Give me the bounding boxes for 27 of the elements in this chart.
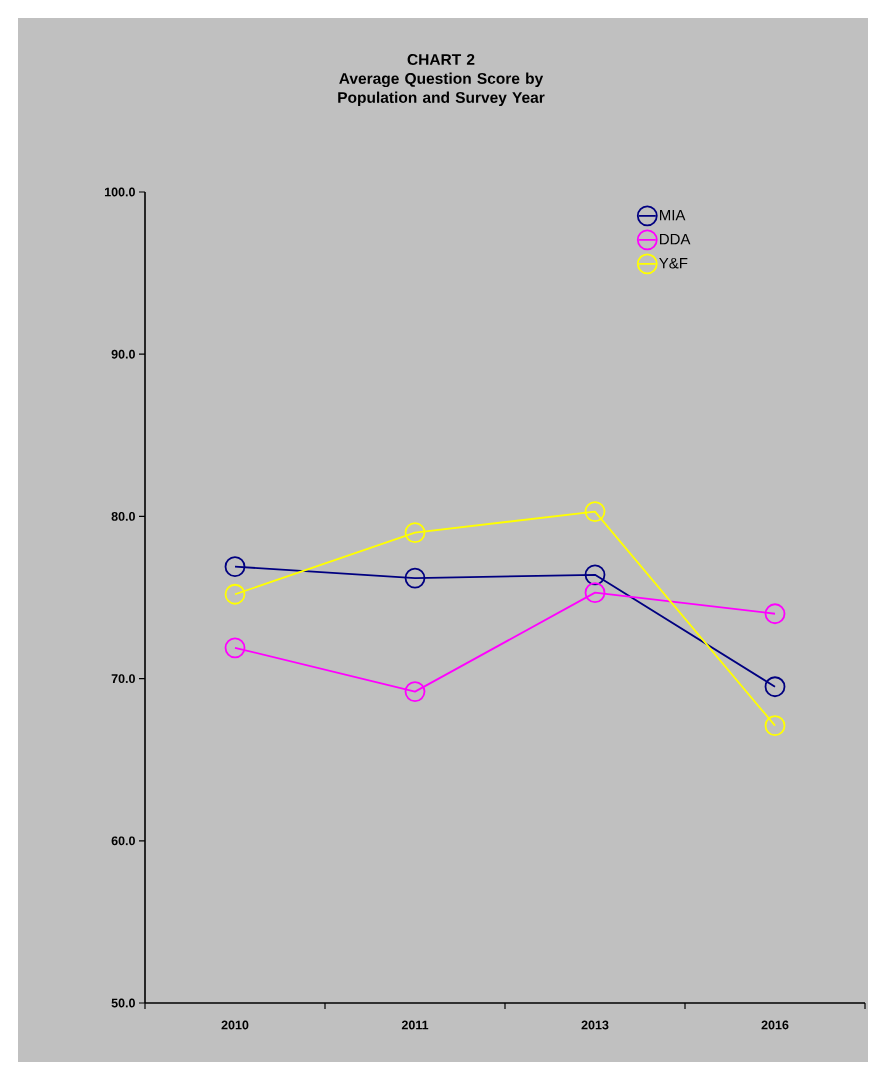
point <box>404 567 426 589</box>
y-tick-label: 80.0 <box>111 511 135 521</box>
y-tick-label: 60.0 <box>111 836 135 846</box>
point <box>584 501 606 522</box>
chart-subtitle: Average Question Score by Population and Survey Year <box>338 72 545 107</box>
point <box>584 582 606 604</box>
x-tick-label: 2010 <box>221 1020 249 1030</box>
point <box>224 637 246 659</box>
point <box>224 556 246 578</box>
legend-label: Y&F <box>659 257 688 269</box>
chart-title: CHART 2 <box>407 53 475 65</box>
x-tick-label: 2011 <box>401 1020 429 1030</box>
point <box>404 681 426 702</box>
y-tick-label: 70.0 <box>111 674 135 684</box>
point <box>764 715 786 737</box>
y-tick-label: 90.0 <box>111 349 135 359</box>
y-tick-label: 100.0 <box>104 187 135 197</box>
point <box>224 583 246 605</box>
y-tick-label: 50.0 <box>111 998 135 1008</box>
point <box>764 676 786 698</box>
legend-label: MIA <box>660 209 686 221</box>
x-tick-label: 2016 <box>761 1020 789 1030</box>
point <box>764 603 786 625</box>
point <box>404 522 426 544</box>
legend-label: DDA <box>660 233 691 245</box>
point <box>584 564 606 586</box>
x-tick-label: 2013 <box>581 1020 609 1030</box>
